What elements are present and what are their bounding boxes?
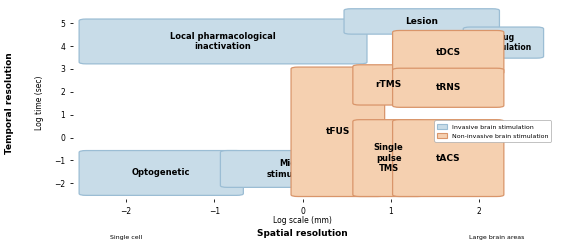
Text: Log time (sec): Log time (sec) xyxy=(35,76,44,130)
Text: Spatial resolution: Spatial resolution xyxy=(257,229,348,238)
FancyBboxPatch shape xyxy=(79,19,367,64)
FancyBboxPatch shape xyxy=(393,68,504,107)
Text: Large brain areas: Large brain areas xyxy=(469,235,525,240)
FancyBboxPatch shape xyxy=(393,120,504,197)
Text: Micro-
stimulation: Micro- stimulation xyxy=(266,159,321,179)
Text: tDCS: tDCS xyxy=(436,48,461,57)
Legend: Invasive brain stimulation, Non-invasive brain stimulation: Invasive brain stimulation, Non-invasive… xyxy=(434,121,551,142)
Text: tRNS: tRNS xyxy=(435,83,461,92)
Text: Temporal resolution: Temporal resolution xyxy=(5,52,14,154)
Text: Lesion: Lesion xyxy=(405,17,438,26)
FancyBboxPatch shape xyxy=(79,151,243,195)
FancyBboxPatch shape xyxy=(344,9,499,34)
Text: Single cell: Single cell xyxy=(110,235,142,240)
Text: Log scale (mm): Log scale (mm) xyxy=(273,217,332,226)
Text: Drug
manipulation: Drug manipulation xyxy=(475,33,532,52)
FancyBboxPatch shape xyxy=(393,30,504,74)
Text: tFUS: tFUS xyxy=(325,127,350,136)
Text: tACS: tACS xyxy=(436,154,461,163)
Text: Local pharmacological
inactivation: Local pharmacological inactivation xyxy=(170,32,276,51)
Text: Optogenetic: Optogenetic xyxy=(132,168,191,177)
Text: rTMS: rTMS xyxy=(375,80,402,89)
FancyBboxPatch shape xyxy=(353,120,424,197)
Text: Single
pulse
TMS: Single pulse TMS xyxy=(374,143,403,173)
FancyBboxPatch shape xyxy=(291,67,385,197)
FancyBboxPatch shape xyxy=(220,151,367,187)
FancyBboxPatch shape xyxy=(353,65,424,105)
FancyBboxPatch shape xyxy=(463,27,544,58)
